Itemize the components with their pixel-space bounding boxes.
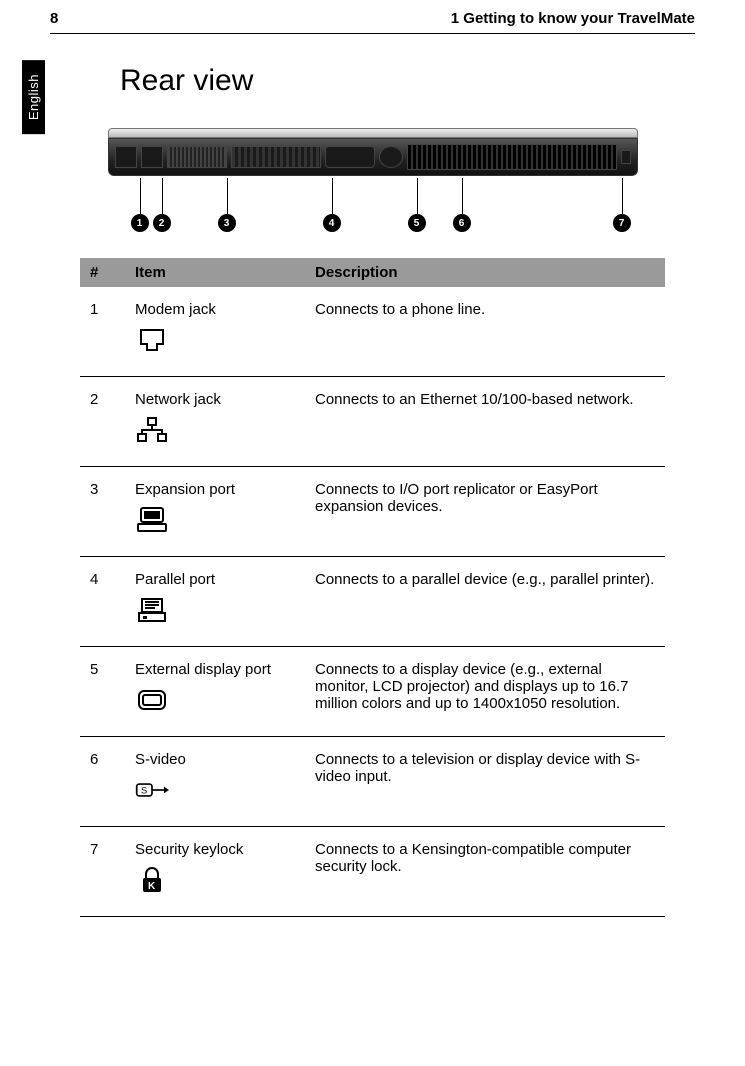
row-number: 2 bbox=[80, 391, 135, 444]
table-row: 6S-video S Connects to a television or dis… bbox=[80, 737, 665, 827]
callout-leader bbox=[162, 178, 163, 214]
callout-bubble-2: 2 bbox=[153, 214, 171, 232]
row-item: Network jack bbox=[135, 391, 315, 444]
table-row: 1Modem jackConnects to a phone line. bbox=[80, 287, 665, 377]
row-description: Connects to a Kensington-compatible comp… bbox=[315, 841, 665, 894]
row-item: Modem jack bbox=[135, 301, 315, 354]
item-label: Expansion port bbox=[135, 481, 315, 498]
svideo-icon: S bbox=[135, 776, 169, 804]
callout-bubbles: 12 3 4 5 6 7 bbox=[108, 178, 638, 238]
callout-bubble-5: 5 bbox=[408, 214, 426, 232]
callout-leader bbox=[332, 178, 333, 214]
callout-leader bbox=[622, 178, 623, 214]
callout-bubble-4: 4 bbox=[323, 214, 341, 232]
expansion-icon bbox=[135, 506, 169, 534]
table-header-row: # Item Description bbox=[80, 258, 665, 287]
product-illustration: 12 3 4 5 6 7 bbox=[108, 128, 638, 238]
page: 8 1 Getting to know your TravelMate Rear… bbox=[0, 0, 745, 967]
row-description: Connects to I/O port replicator or EasyP… bbox=[315, 481, 665, 534]
svg-text:S: S bbox=[141, 785, 147, 795]
callout-bubble-1: 1 bbox=[131, 214, 149, 232]
table-row: 5External display portConnects to a disp… bbox=[80, 647, 665, 737]
row-number: 3 bbox=[80, 481, 135, 534]
modem-icon bbox=[135, 326, 169, 354]
parallel-icon bbox=[135, 596, 169, 624]
display-icon bbox=[135, 686, 169, 714]
row-item: Parallel port bbox=[135, 571, 315, 624]
ports-table: # Item Description 1Modem jackConnects t… bbox=[80, 258, 665, 917]
row-description: Connects to a television or display devi… bbox=[315, 751, 665, 804]
network-icon bbox=[135, 416, 169, 444]
callout-leader bbox=[462, 178, 463, 214]
svg-text:K: K bbox=[148, 881, 156, 892]
row-item: Security keylock K bbox=[135, 841, 315, 894]
callout-bubble-6: 6 bbox=[453, 214, 471, 232]
table-row: 3Expansion portConnects to I/O port repl… bbox=[80, 467, 665, 557]
col-header-num: # bbox=[80, 264, 135, 281]
row-number: 1 bbox=[80, 301, 135, 354]
table-row: 7Security keylock K Connects to a Kensingt… bbox=[80, 827, 665, 917]
callout-leader bbox=[227, 178, 228, 214]
item-label: External display port bbox=[135, 661, 315, 678]
row-number: 5 bbox=[80, 661, 135, 714]
callout-leader bbox=[140, 178, 141, 214]
item-label: Modem jack bbox=[135, 301, 315, 318]
item-label: Security keylock bbox=[135, 841, 315, 858]
table-row: 2Network jackConnects to an Ethernet 10/… bbox=[80, 377, 665, 467]
section-title: Rear view bbox=[120, 64, 695, 98]
callout-bubble-3: 3 bbox=[218, 214, 236, 232]
table-row: 4Parallel portConnects to a parallel dev… bbox=[80, 557, 665, 647]
page-number: 8 bbox=[50, 10, 58, 27]
row-number: 7 bbox=[80, 841, 135, 894]
callout-leader bbox=[417, 178, 418, 214]
keylock-icon: K bbox=[135, 866, 169, 894]
item-label: Network jack bbox=[135, 391, 315, 408]
row-description: Connects to a phone line. bbox=[315, 301, 665, 354]
row-description: Connects to a display device (e.g., exte… bbox=[315, 661, 665, 714]
row-item: External display port bbox=[135, 661, 315, 714]
row-item: S-video S bbox=[135, 751, 315, 804]
row-description: Connects to a parallel device (e.g., par… bbox=[315, 571, 665, 624]
row-description: Connects to an Ethernet 10/100-based net… bbox=[315, 391, 665, 444]
callout-bubble-7: 7 bbox=[613, 214, 631, 232]
row-item: Expansion port bbox=[135, 481, 315, 534]
page-header: 8 1 Getting to know your TravelMate bbox=[50, 10, 695, 34]
item-label: Parallel port bbox=[135, 571, 315, 588]
col-header-desc: Description bbox=[315, 264, 665, 281]
col-header-item: Item bbox=[135, 264, 315, 281]
row-number: 4 bbox=[80, 571, 135, 624]
item-label: S-video bbox=[135, 751, 315, 768]
row-number: 6 bbox=[80, 751, 135, 804]
language-tab: English bbox=[22, 60, 45, 134]
chapter-title: 1 Getting to know your TravelMate bbox=[451, 10, 695, 27]
